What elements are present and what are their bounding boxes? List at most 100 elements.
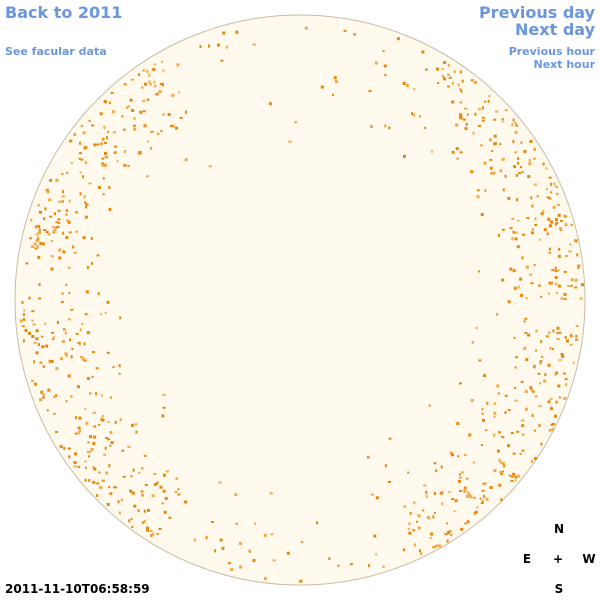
facula — [53, 336, 55, 339]
facula — [431, 150, 433, 153]
facula — [50, 360, 54, 363]
facular-link[interactable]: See facular data — [5, 45, 107, 58]
facula — [161, 502, 165, 505]
facula — [288, 140, 292, 143]
facula — [55, 226, 58, 229]
next-hour-link[interactable]: Next hour — [533, 58, 596, 71]
facula — [239, 565, 243, 569]
facula — [554, 266, 557, 270]
facula — [575, 338, 579, 341]
facula — [482, 482, 486, 485]
facula — [80, 158, 84, 161]
facula — [68, 455, 71, 459]
facula — [37, 236, 39, 240]
facula — [268, 102, 272, 106]
facula — [35, 233, 39, 236]
facula — [387, 481, 391, 483]
facula — [555, 400, 558, 404]
facula — [70, 395, 73, 398]
facula — [459, 101, 462, 104]
facula — [121, 115, 124, 118]
facula — [92, 351, 95, 353]
facula — [444, 533, 448, 536]
facula — [429, 537, 432, 539]
facula — [442, 75, 445, 78]
facula — [238, 542, 242, 545]
facula — [531, 228, 534, 231]
facula — [478, 108, 481, 111]
facula — [58, 248, 62, 252]
facula — [525, 265, 529, 269]
facula — [514, 122, 518, 125]
facula — [550, 182, 553, 186]
facula — [493, 402, 496, 405]
facula — [67, 447, 71, 450]
facula — [38, 232, 41, 235]
facula — [119, 316, 122, 320]
facula — [463, 488, 467, 492]
facula — [117, 500, 120, 504]
facula — [82, 131, 86, 135]
facula — [577, 264, 581, 267]
facula — [469, 495, 473, 499]
facula — [451, 100, 455, 104]
facula — [22, 313, 25, 316]
facula — [116, 160, 119, 163]
facula — [440, 491, 444, 495]
facula — [101, 157, 105, 160]
facula — [366, 456, 370, 459]
facula — [103, 100, 107, 103]
facula — [98, 471, 101, 474]
facula — [79, 192, 82, 196]
facula — [477, 270, 480, 273]
facula — [55, 178, 59, 182]
facula — [487, 99, 490, 103]
facula — [548, 176, 552, 179]
facula — [574, 278, 578, 282]
facula — [499, 143, 502, 146]
next-day-link[interactable]: Next day — [515, 20, 595, 39]
facula — [21, 325, 25, 328]
previous-day-link[interactable]: Previous day — [478, 3, 595, 22]
facula — [100, 313, 103, 316]
facula — [459, 70, 462, 74]
facula — [514, 366, 517, 369]
facula — [45, 188, 49, 191]
facula — [33, 341, 37, 344]
facula — [555, 218, 558, 222]
facula — [162, 69, 165, 72]
facula — [121, 449, 125, 452]
facula — [142, 69, 145, 72]
facula — [65, 209, 68, 213]
facula — [565, 383, 568, 387]
facula — [500, 472, 503, 475]
facula — [57, 218, 61, 221]
facula — [459, 151, 463, 154]
facula — [555, 222, 559, 225]
facula — [499, 471, 503, 473]
facula — [90, 237, 93, 240]
facula — [420, 552, 423, 555]
facula — [86, 265, 89, 269]
facula — [88, 479, 91, 482]
facula — [459, 113, 463, 117]
facula — [184, 500, 188, 504]
facula — [374, 61, 378, 65]
facula — [37, 204, 40, 207]
facula — [548, 292, 550, 295]
facula — [103, 141, 107, 144]
facula — [95, 392, 98, 396]
facula — [214, 549, 217, 553]
previous-hour-link[interactable]: Previous hour — [508, 45, 595, 58]
facula — [480, 144, 483, 147]
facula — [333, 76, 337, 80]
facula — [83, 195, 86, 199]
back-link[interactable]: Back to 2011 — [5, 3, 123, 22]
facula — [514, 475, 518, 479]
facula — [269, 492, 273, 495]
facula — [461, 79, 464, 83]
facula — [531, 413, 534, 417]
solar-disk — [14, 14, 586, 586]
facula — [460, 89, 463, 93]
facula — [123, 163, 126, 167]
